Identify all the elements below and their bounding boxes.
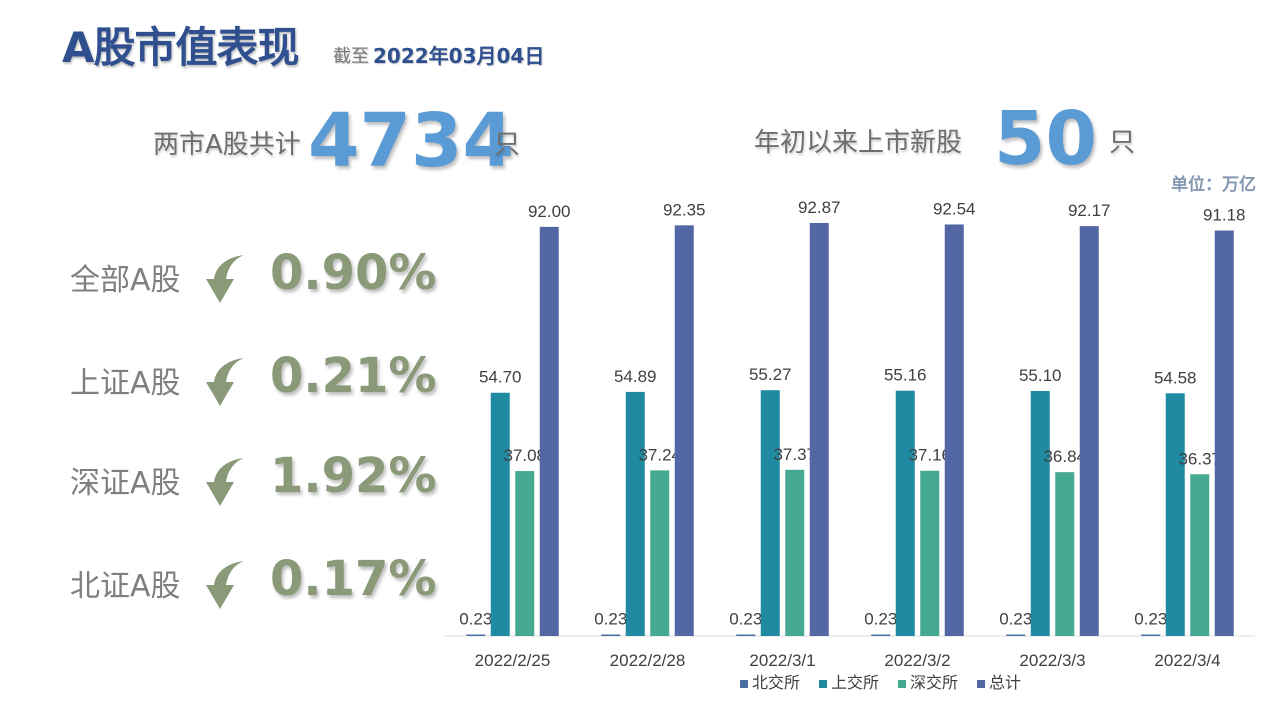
data-label: 36.37: [1178, 449, 1221, 468]
change-value: 0.21%: [270, 348, 437, 404]
x-tick-label: 2022/2/25: [475, 651, 551, 670]
x-tick-label: 2022/2/28: [610, 651, 686, 670]
data-label: 37.37: [773, 445, 816, 464]
kpi-new-label: 年初以来上市新股: [754, 128, 963, 158]
data-label: 55.27: [749, 365, 792, 384]
data-label: 91.18: [1203, 206, 1246, 225]
change-row-all: 全部A股 0.90%: [70, 245, 437, 315]
data-label: 0.23: [1134, 610, 1167, 629]
date-value: 2022年03月04日: [373, 44, 545, 68]
data-label: 92.35: [663, 200, 706, 219]
legend-label: 上交所: [831, 673, 879, 692]
x-tick-label: 2022/3/4: [1154, 651, 1220, 670]
legend-swatch: [819, 680, 827, 688]
data-label: 0.23: [999, 610, 1032, 629]
data-label: 92.00: [528, 202, 571, 221]
bar: [944, 224, 964, 636]
data-label: 92.54: [933, 199, 976, 218]
bar: [920, 470, 940, 636]
bar: [785, 469, 805, 636]
bar: [650, 470, 670, 636]
page-title: A股市值表现: [62, 23, 300, 72]
data-label: 54.58: [1154, 368, 1197, 387]
bar: [1055, 472, 1075, 636]
data-label: 0.23: [729, 610, 762, 629]
bar: [490, 392, 510, 636]
change-value: 0.90%: [270, 245, 437, 301]
change-row-sz: 深证A股 1.92%: [70, 448, 437, 518]
curved-down-arrow-icon: [206, 561, 244, 609]
legend-swatch: [977, 680, 985, 688]
data-label: 0.23: [594, 610, 627, 629]
legend-label: 深交所: [910, 673, 958, 692]
bar: [1006, 634, 1026, 636]
x-tick-label: 2022/3/3: [1019, 651, 1085, 670]
data-label: 55.10: [1019, 366, 1062, 385]
change-name: 深证A股: [70, 466, 181, 501]
change-name: 北证A股: [70, 569, 181, 604]
bar: [1079, 226, 1099, 636]
market-cap-bar-chart: 0.23 54.70 37.08 92.00 2022/2/25 0.23 54.89 37.…: [445, 198, 1255, 692]
bar: [1141, 634, 1161, 636]
unit-note: 单位：万亿: [1171, 175, 1256, 195]
bar: [809, 223, 829, 636]
kpi-total-unit: 只: [494, 130, 521, 160]
kpi-new-value: 50: [994, 96, 1097, 182]
bar: [625, 391, 645, 636]
data-label: 92.87: [798, 198, 841, 217]
bar: [895, 390, 915, 636]
change-row-bj: 北证A股 0.17%: [70, 551, 437, 621]
bar: [1030, 390, 1050, 636]
change-value: 0.17%: [270, 551, 437, 607]
bar: [674, 225, 694, 636]
data-label: 0.23: [864, 610, 897, 629]
bar: [515, 471, 535, 636]
legend-label: 总计: [989, 673, 1021, 692]
x-tick-label: 2022/3/1: [749, 651, 815, 670]
data-label: 0.23: [459, 610, 492, 629]
change-name: 全部A股: [70, 263, 181, 298]
change-row-sh: 上证A股 0.21%: [70, 348, 437, 418]
data-label: 92.17: [1068, 201, 1111, 220]
data-label: 36.84: [1043, 447, 1086, 466]
bar: [871, 634, 891, 636]
bar: [601, 634, 621, 636]
data-label: 54.70: [479, 368, 522, 387]
x-tick-label: 2022/3/2: [884, 651, 950, 670]
bar: [1190, 474, 1210, 636]
legend-swatch: [740, 680, 748, 688]
kpi-new-unit: 只: [1109, 128, 1136, 158]
bar: [466, 634, 486, 636]
curved-down-arrow-icon: [206, 458, 244, 506]
kpi-total-label: 两市A股共计: [153, 130, 301, 160]
bar: [539, 226, 559, 636]
change-value: 1.92%: [270, 448, 437, 504]
legend-swatch: [898, 680, 906, 688]
curved-down-arrow-icon: [206, 358, 244, 406]
curved-down-arrow-icon: [206, 255, 244, 303]
data-label: 37.24: [638, 445, 681, 464]
bar: [1165, 393, 1185, 636]
data-label: 37.08: [503, 446, 546, 465]
data-label: 37.16: [908, 446, 951, 465]
legend-label: 北交所: [752, 673, 800, 692]
bar: [1214, 230, 1234, 636]
data-label: 54.89: [614, 367, 657, 386]
change-name: 上证A股: [70, 366, 181, 401]
bar: [736, 634, 756, 636]
bar: [760, 390, 780, 636]
kpi-total-value: 4734: [308, 98, 514, 184]
data-label: 55.16: [884, 366, 927, 385]
date-prefix: 截至: [333, 46, 369, 67]
